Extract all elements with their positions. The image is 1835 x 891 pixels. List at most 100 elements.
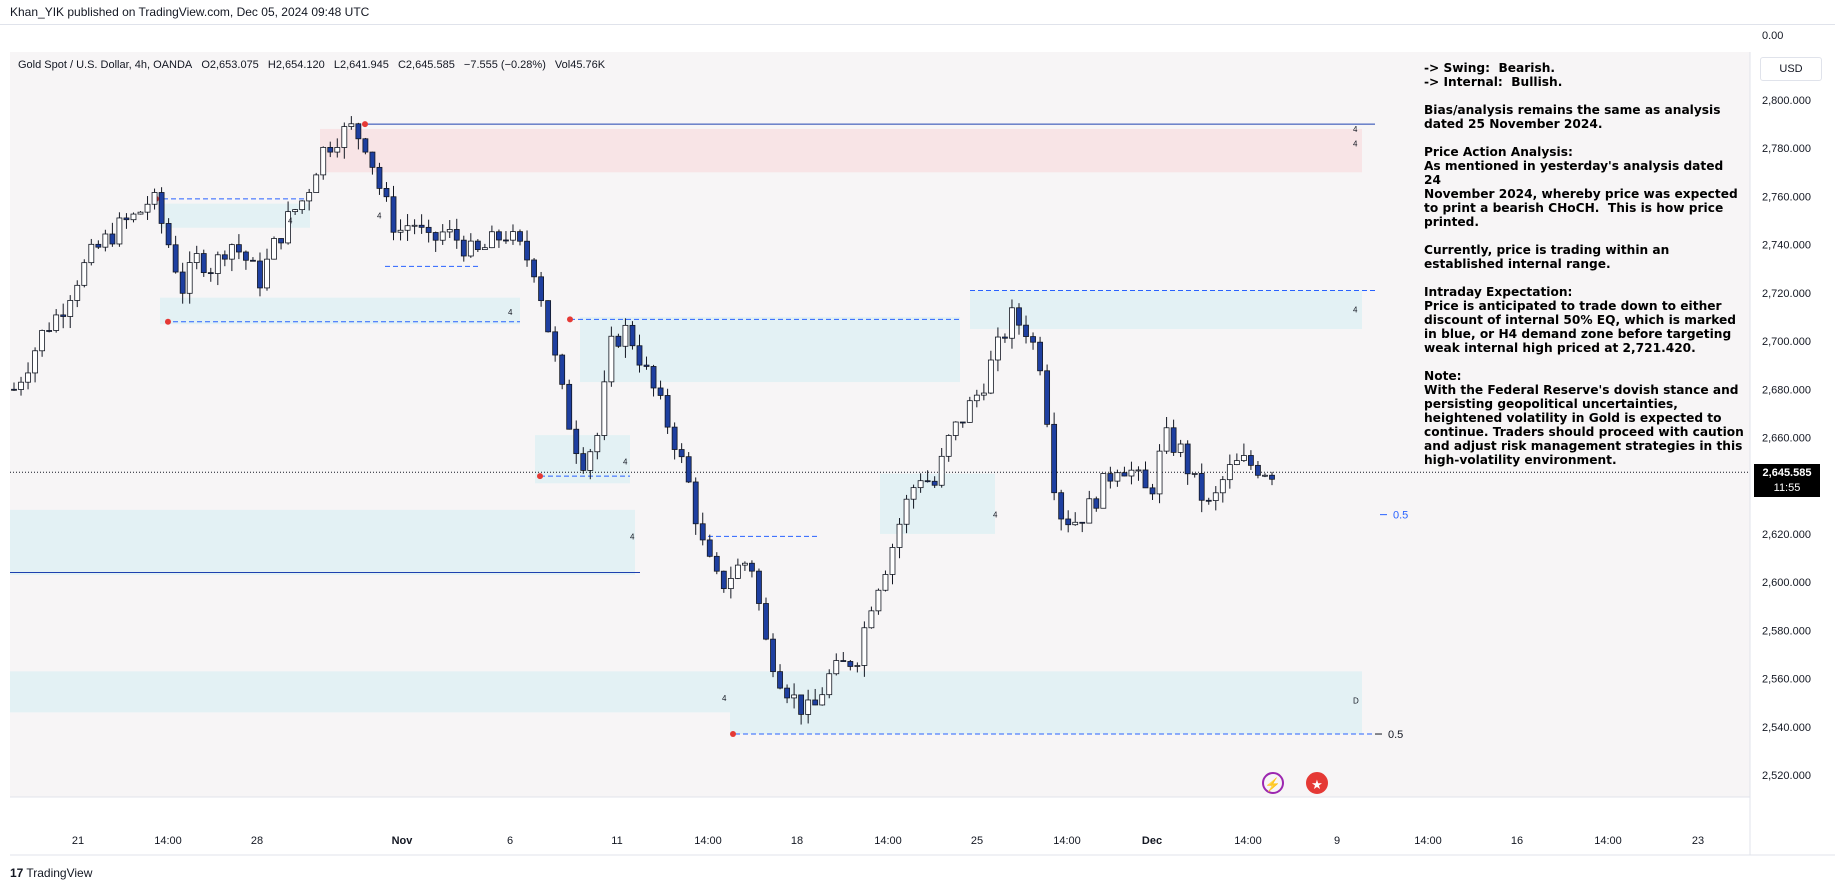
bear-candle <box>812 699 819 706</box>
bull-candle <box>116 217 123 245</box>
note-line: high-volatility environment. <box>1424 453 1617 467</box>
candles-layer <box>11 116 1275 725</box>
bear-candle <box>720 570 727 590</box>
zone-label: 4 <box>993 511 998 520</box>
legend-low: L2,641.945 <box>333 59 389 71</box>
bear-candle <box>1205 499 1212 502</box>
note-line: and adjust risk management strategies in… <box>1424 439 1743 453</box>
bull-candle <box>903 498 910 525</box>
bull-candle <box>734 564 741 579</box>
bull-candle <box>622 324 629 347</box>
bull-candle <box>854 665 861 667</box>
y-tick-label: 2,720.000 <box>1762 288 1811 300</box>
bull-candle <box>467 240 474 257</box>
bear-candle <box>172 244 179 273</box>
bull-candle <box>32 350 38 374</box>
legend-open: O2,653.075 <box>201 59 259 71</box>
note-line <box>1424 229 1744 243</box>
note-line: With the Federal Reserve's dovish stance… <box>1424 383 1739 397</box>
bull-candle <box>313 174 320 193</box>
swing-point-marker <box>537 473 543 480</box>
bear-candle <box>657 387 664 396</box>
x-tick-label: 14:00 <box>1053 835 1081 847</box>
bull-candle <box>67 300 74 317</box>
bear-candle <box>1170 427 1177 453</box>
bear-candle <box>383 188 390 198</box>
bear-candle <box>250 259 256 262</box>
bear-candle <box>756 570 762 604</box>
bear-candle <box>243 251 249 261</box>
zone-rect <box>970 290 1362 330</box>
bear-candle <box>432 232 439 241</box>
bull-candle <box>980 392 987 396</box>
bear-candle <box>847 661 854 667</box>
y-tick-label: 2,520.000 <box>1762 770 1811 782</box>
bull-candle <box>945 435 952 457</box>
analysis-notes: -> Swing: Bearish. -> Internal: Bullish. B… <box>1424 61 1744 467</box>
bear-candle <box>1030 336 1036 343</box>
bull-candle <box>889 547 896 575</box>
bull-candle <box>88 243 95 264</box>
x-tick-label: 23 <box>1692 835 1704 847</box>
note-line: heightened volatility in Gold is expecte… <box>1424 411 1722 425</box>
bear-candle <box>425 226 432 233</box>
y-tick-label: 2,680.000 <box>1762 384 1811 396</box>
bull-candle <box>1262 474 1268 477</box>
y-tick-label: 2,540.000 <box>1762 722 1811 734</box>
bear-candle <box>1198 473 1205 501</box>
note-line <box>1424 355 1744 369</box>
bear-candle <box>1079 521 1086 524</box>
bull-candle <box>587 451 594 471</box>
note-line: printed. <box>1424 215 1480 229</box>
eq-label: 0.5 <box>1393 510 1408 522</box>
bear-candle <box>1065 518 1072 526</box>
bull-candle <box>488 231 495 249</box>
bear-candle <box>1269 474 1275 480</box>
note-line: -> Internal: Bullish. <box>1424 75 1563 89</box>
legend-close: C2,645.585 <box>397 59 455 71</box>
x-tick-label: 6 <box>507 835 513 847</box>
bull-candle <box>917 480 924 489</box>
bear-candle <box>158 192 165 224</box>
us-flag-icon[interactable]: ★ <box>1306 772 1328 794</box>
bear-candle <box>699 523 706 541</box>
swing-point-marker <box>567 316 573 323</box>
bull-candle <box>74 284 81 301</box>
x-tick-label: 21 <box>72 835 84 847</box>
bear-candle <box>636 345 643 366</box>
countdown: 11:55 <box>1773 482 1801 494</box>
x-tick-label: 25 <box>971 835 983 847</box>
x-tick-label: Dec <box>1142 835 1162 847</box>
lightning-icon[interactable]: ⚡ <box>1262 772 1284 794</box>
bull-candle <box>397 229 404 233</box>
zone-rect <box>160 297 520 325</box>
bear-candle <box>46 330 53 332</box>
bear-candle <box>531 259 537 278</box>
tradingview-logo: 17 <box>10 866 24 880</box>
legend-change: −7.555 (−0.28%) <box>463 59 546 71</box>
bear-candle <box>496 231 502 241</box>
bull-candle <box>292 209 299 213</box>
bear-candle <box>1037 341 1043 372</box>
note-line: -> Swing: Bearish. <box>1424 61 1556 75</box>
note-line: Note: <box>1424 369 1462 383</box>
zone-label: 4 <box>1353 139 1358 148</box>
zone-label: 4 <box>377 212 382 221</box>
bull-candle <box>594 435 601 453</box>
bull-candle <box>151 192 158 205</box>
bear-candle <box>924 480 931 483</box>
currency-selector[interactable]: USD <box>1760 57 1822 81</box>
bull-candle <box>137 211 144 215</box>
bull-candle <box>1072 521 1079 526</box>
y-tick-label: 2,660.000 <box>1762 433 1811 445</box>
x-tick-label: 9 <box>1334 835 1340 847</box>
x-tick-label: 16 <box>1511 835 1523 847</box>
bear-candle <box>517 231 523 242</box>
bear-candle <box>257 260 263 289</box>
bear-candle <box>1093 498 1100 509</box>
y-tick-label: 2,700.000 <box>1762 336 1811 348</box>
bear-candle <box>959 421 966 424</box>
note-line: Currently, price is trading within an <box>1424 243 1670 257</box>
x-tick-label: 11 <box>611 835 622 847</box>
